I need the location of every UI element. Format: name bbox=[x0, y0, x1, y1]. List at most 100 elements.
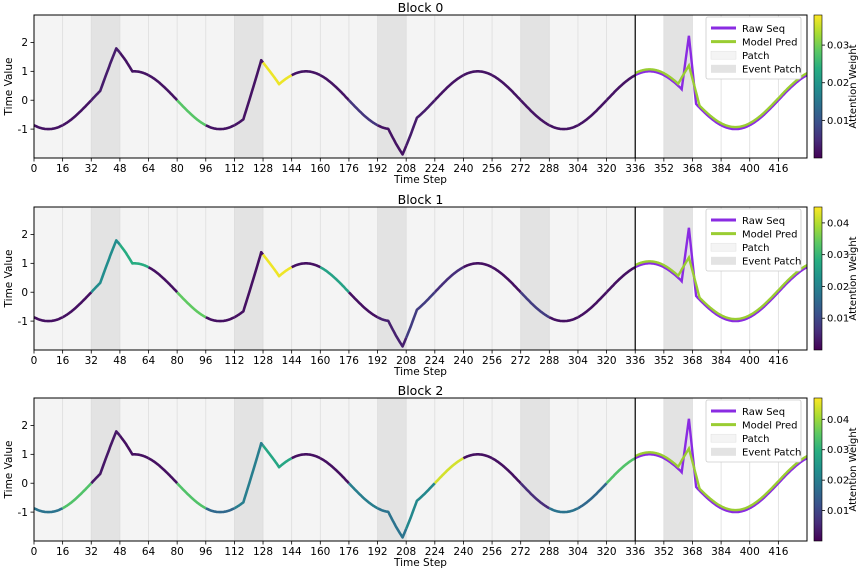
y-tick-label: 0 bbox=[21, 95, 28, 107]
x-tick-label: 144 bbox=[282, 163, 302, 175]
attention-segment-9 bbox=[291, 70, 321, 77]
event-patch-1 bbox=[234, 398, 264, 541]
x-tick-label: 32 bbox=[85, 546, 98, 558]
legend-label: Patch bbox=[742, 51, 769, 62]
model-pred-line bbox=[634, 62, 808, 129]
event-patch-3 bbox=[520, 15, 550, 158]
x-tick-label: 160 bbox=[310, 163, 330, 175]
attention-segment-12 bbox=[376, 124, 408, 156]
attention-segment-12 bbox=[376, 507, 408, 539]
attention-segment-16 bbox=[491, 266, 522, 294]
attention-segment-4 bbox=[147, 74, 179, 102]
x-tick-label: 256 bbox=[482, 163, 502, 175]
y-axis-label: Time Value bbox=[3, 58, 15, 117]
attention-segment-3 bbox=[118, 434, 150, 460]
colorbar-tick-label: 0.01 bbox=[827, 314, 849, 325]
attention-segment-19 bbox=[577, 99, 608, 127]
attention-segment-5 bbox=[176, 291, 207, 319]
attention-segment-2 bbox=[90, 239, 121, 294]
legend-patch-swatch bbox=[710, 50, 737, 60]
colorbar-tick-label: 0.04 bbox=[827, 218, 849, 229]
axes-frame bbox=[33, 14, 808, 159]
x-tick-label: 304 bbox=[568, 546, 588, 558]
y-axis-label: Time Value bbox=[3, 441, 15, 500]
event-patch-1 bbox=[234, 207, 264, 350]
legend-label: Model Pred bbox=[742, 229, 797, 240]
x-tick-label: 160 bbox=[310, 546, 330, 558]
y-tick-label: 0 bbox=[21, 478, 28, 490]
x-tick-label: 224 bbox=[425, 546, 445, 558]
legend-event-swatch bbox=[711, 447, 736, 456]
x-tick-label: 160 bbox=[310, 355, 330, 367]
attention-segment-20 bbox=[605, 457, 636, 485]
colorbar bbox=[813, 206, 823, 351]
legend-box bbox=[705, 399, 802, 463]
attention-segment-15 bbox=[462, 453, 493, 460]
x-tick-label: 368 bbox=[682, 546, 702, 558]
legend-event-swatch bbox=[711, 64, 736, 73]
attention-segment-15 bbox=[462, 262, 493, 269]
attention-segment-0 bbox=[33, 507, 64, 514]
colorbar bbox=[813, 397, 823, 542]
colorbar-tick-label: 0.03 bbox=[827, 41, 849, 52]
attention-segment-3 bbox=[118, 243, 150, 269]
x-tick-label: 256 bbox=[482, 546, 502, 558]
raw-seq-line bbox=[634, 227, 808, 323]
attention-segment-7 bbox=[233, 58, 265, 127]
x-tick-label: 128 bbox=[253, 355, 273, 367]
x-tick-label: 224 bbox=[425, 163, 445, 175]
attention-segment-6 bbox=[205, 316, 236, 323]
y-tick-label: -1 bbox=[18, 507, 28, 519]
y-tick-label: 1 bbox=[21, 258, 28, 270]
x-tick-label: 320 bbox=[597, 355, 617, 367]
x-tick-label: 416 bbox=[768, 355, 788, 367]
model-pred-line bbox=[634, 445, 808, 512]
x-tick-label: 368 bbox=[682, 163, 702, 175]
x-tick-label: 336 bbox=[625, 163, 645, 175]
attention-segment-2 bbox=[90, 430, 121, 485]
colorbar bbox=[813, 14, 823, 159]
legend-label: Patch bbox=[742, 243, 769, 254]
attention-segment-11 bbox=[347, 482, 379, 510]
x-tick-label: 112 bbox=[224, 546, 244, 558]
x-tick-label: 400 bbox=[740, 546, 760, 558]
colorbar-tick-label: 0.01 bbox=[827, 506, 849, 517]
x-tick-label: 80 bbox=[170, 546, 183, 558]
attention-segment-20 bbox=[605, 74, 636, 102]
x-axis-label: Time Step bbox=[393, 557, 447, 569]
legend-label: Event Patch bbox=[742, 65, 801, 76]
legend-label: Model Pred bbox=[742, 37, 797, 48]
x-tick-label: 16 bbox=[56, 355, 70, 367]
attention-segment-4 bbox=[147, 457, 179, 485]
x-tick-label: 240 bbox=[453, 163, 473, 175]
x-tick-label: 80 bbox=[170, 355, 183, 367]
x-tick-label: 176 bbox=[339, 546, 359, 558]
x-tick-label: 112 bbox=[224, 163, 244, 175]
attention-segment-0 bbox=[33, 316, 64, 323]
x-tick-label: 16 bbox=[56, 163, 70, 175]
axes-frame bbox=[33, 206, 808, 351]
x-tick-label: 352 bbox=[654, 546, 674, 558]
chart-block-1: 0 16 32 48 64 80 96 112 128 144 160 176 192 208 224 240… bbox=[3, 192, 859, 378]
colorbar-tick-label: 0.02 bbox=[827, 78, 849, 89]
attention-segment-13 bbox=[404, 291, 436, 339]
x-tick-label: 384 bbox=[711, 355, 731, 367]
attention-segment-8 bbox=[261, 253, 293, 278]
x-tick-label: 32 bbox=[85, 163, 98, 175]
legend-patch-swatch bbox=[710, 242, 737, 252]
x-tick-label: 400 bbox=[740, 163, 760, 175]
legend-label: Patch bbox=[742, 434, 769, 445]
x-tick-label: 288 bbox=[539, 546, 559, 558]
x-tick-label: 48 bbox=[113, 163, 126, 175]
x-tick-label: 320 bbox=[597, 163, 617, 175]
x-tick-label: 80 bbox=[170, 163, 183, 175]
x-tick-label: 256 bbox=[482, 355, 502, 367]
colorbar-tick-label: 0.02 bbox=[827, 282, 849, 293]
attention-segment-7 bbox=[233, 250, 265, 319]
chart-title: Block 0 bbox=[398, 0, 444, 15]
x-tick-label: 272 bbox=[511, 546, 531, 558]
event-patch-0 bbox=[91, 207, 120, 350]
colorbar-tick-label: 0.04 bbox=[827, 415, 849, 426]
attention-segment-1 bbox=[62, 482, 93, 510]
